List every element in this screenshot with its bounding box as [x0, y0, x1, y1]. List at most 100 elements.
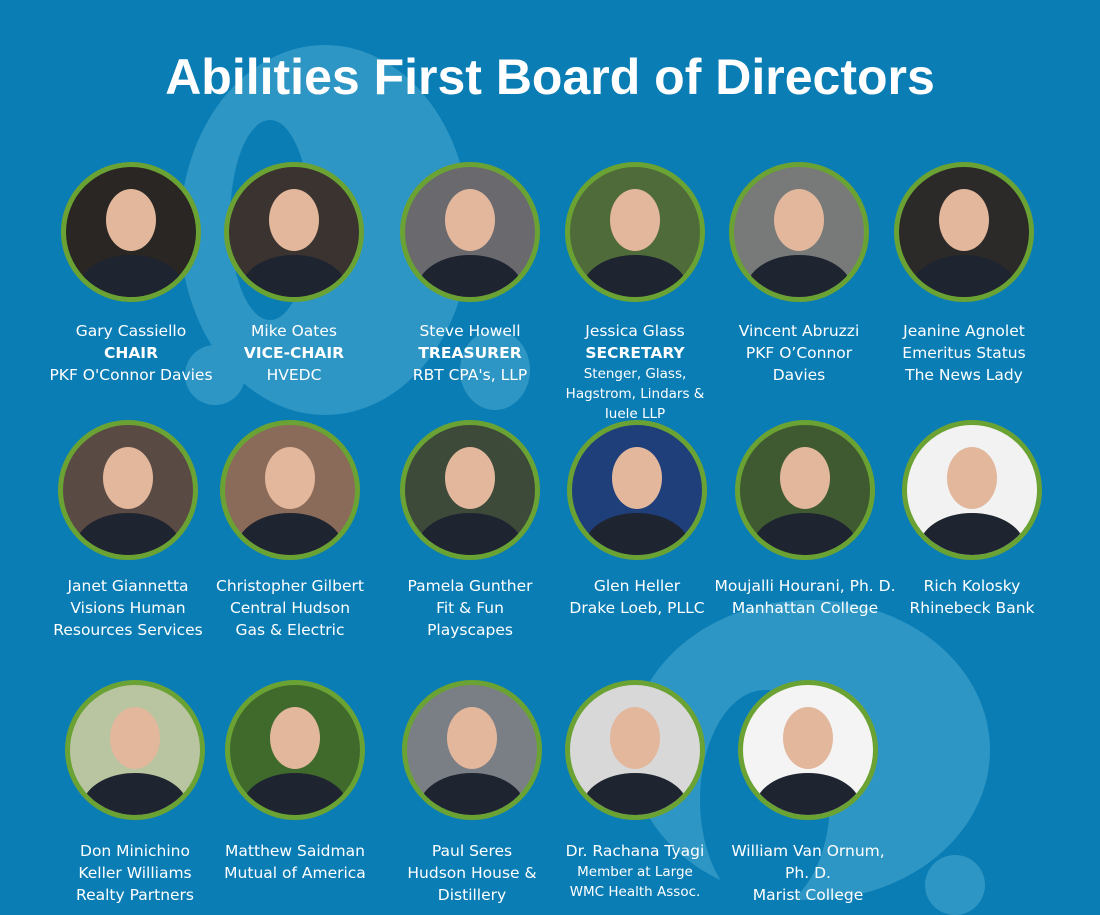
member-affiliation: Gas & Electric [235, 621, 345, 639]
member-photo [58, 420, 198, 560]
member-photo [567, 420, 707, 560]
member-name: Paul Seres [431, 842, 513, 860]
member-photo [400, 162, 540, 302]
member-info: Vincent Abruzzi PKF O’Connor Davies [689, 320, 909, 386]
member-info: Pamela Gunther Fit & Fun Playscapes [360, 575, 580, 641]
head-shape [610, 707, 660, 769]
body-shape [242, 773, 348, 815]
member-affiliation: Rhinebeck Bank [909, 599, 1035, 617]
member-affiliation: The News Lady [905, 366, 1023, 384]
member-role: VICE-CHAIR [243, 344, 345, 362]
member-photo [729, 162, 869, 302]
member-affiliation: Visions Human [70, 599, 186, 617]
member-photo [400, 420, 540, 560]
member-affiliation: Mutual of America [224, 864, 366, 882]
member-affiliation: Hudson House & [407, 864, 537, 882]
member-photo [224, 162, 364, 302]
head-shape [939, 189, 989, 251]
member-name: Jessica Glass [585, 322, 685, 340]
member-photo [225, 680, 365, 820]
head-shape [780, 447, 830, 509]
head-shape [269, 189, 319, 251]
member-info: Moujalli Hourani, Ph. D. Manhattan Colleg… [695, 575, 915, 619]
head-shape [447, 707, 497, 769]
member-info: Paul Seres Hudson House & Distillery [362, 840, 582, 906]
head-shape [610, 189, 660, 251]
member-name: Gary Cassiello [75, 322, 187, 340]
member-affiliation: Marist College [752, 886, 864, 904]
member-affiliation: WMC Health Assoc. [569, 884, 701, 900]
member-name: Rich Kolosky [923, 577, 1021, 595]
member-info: Glen Heller Drake Loeb, PLLC [527, 575, 747, 619]
body-shape [582, 773, 688, 815]
member-name: William Van Ornum, [731, 842, 885, 860]
head-shape [783, 707, 833, 769]
member-name: Christopher Gilbert [216, 577, 364, 595]
member-affiliation: Drake Loeb, PLLC [569, 599, 705, 617]
member-role: SECRETARY [585, 344, 685, 362]
body-shape [237, 513, 343, 555]
head-shape [445, 447, 495, 509]
member-photo [565, 162, 705, 302]
head-shape [110, 707, 160, 769]
member-name: Pamela Gunther [407, 577, 533, 595]
member-photo [220, 420, 360, 560]
member-name: Don Minichino [80, 842, 190, 860]
member-photo [894, 162, 1034, 302]
member-info: Jeanine Agnolet Emeritus Status The News L… [854, 320, 1074, 386]
member-affiliation: Ph. D. [785, 864, 831, 882]
member-photo [61, 162, 201, 302]
member-affiliation: Playscapes [427, 621, 513, 639]
body-shape [911, 255, 1017, 297]
head-shape [103, 447, 153, 509]
member-affiliation: Realty Partners [76, 886, 194, 904]
member-affiliation: Central Hudson [229, 599, 351, 617]
member-name: Janet Giannetta [67, 577, 189, 595]
member-photo [65, 680, 205, 820]
body-shape [417, 255, 523, 297]
member-photo [735, 420, 875, 560]
member-name: Jeanine Agnolet [903, 322, 1025, 340]
member-affiliation: Hagstrom, Lindars & [565, 386, 705, 402]
member-info: Matthew Saidman Mutual of America [185, 840, 405, 884]
member-affiliation: Davies [772, 366, 826, 384]
member-affiliation: PKF O'Connor Davies [49, 366, 213, 384]
member-name: Dr. Rachana Tyagi [565, 842, 705, 860]
member-role: CHAIR [103, 344, 159, 362]
member-affiliation: PKF O’Connor [745, 344, 853, 362]
head-shape [106, 189, 156, 251]
head-shape [612, 447, 662, 509]
member-affiliation: Fit & Fun [436, 599, 504, 617]
member-name: Steve Howell [419, 322, 521, 340]
member-affiliation: Manhattan College [731, 599, 879, 617]
member-affiliation: Emeritus Status [902, 344, 1026, 362]
member-affiliation: Stenger, Glass, [583, 366, 687, 382]
member-info: Rich Kolosky Rhinebeck Bank [862, 575, 1082, 619]
body-shape [752, 513, 858, 555]
head-shape [270, 707, 320, 769]
head-shape [947, 447, 997, 509]
member-info: Gary Cassiello CHAIR PKF O'Connor Davies [21, 320, 241, 386]
member-info: Christopher Gilbert Central Hudson Gas & E… [180, 575, 400, 641]
member-role: TREASURER [418, 344, 522, 362]
page-title: Abilities First Board of Directors [165, 49, 935, 105]
body-shape [746, 255, 852, 297]
member-photo [738, 680, 878, 820]
member-info: Janet Giannetta Visions Human Resources Se… [18, 575, 238, 641]
member-info: William Van Ornum, Ph. D. Marist College [698, 840, 918, 906]
body-shape [584, 513, 690, 555]
member-affiliation: Keller Williams [78, 864, 192, 882]
member-info: Jessica Glass SECRETARY Stenger, Glass, Hag… [525, 320, 745, 424]
body-shape [241, 255, 347, 297]
member-name: Matthew Saidman [225, 842, 365, 860]
body-shape [417, 513, 523, 555]
body-shape [419, 773, 525, 815]
body-shape [755, 773, 861, 815]
member-name: Glen Heller [593, 577, 681, 595]
member-name: Vincent Abruzzi [738, 322, 860, 340]
member-affiliation: RBT CPA's, LLP [412, 366, 528, 384]
head-shape [774, 189, 824, 251]
body-shape [82, 773, 188, 815]
member-affiliation: HVEDC [266, 366, 322, 384]
member-affiliation: Resources Services [53, 621, 203, 639]
